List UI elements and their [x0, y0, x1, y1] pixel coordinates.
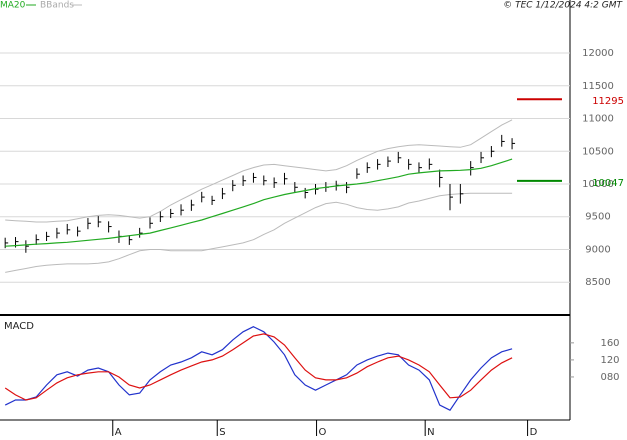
y-tick-label: 11500: [582, 81, 614, 92]
legend-label: BBands: [40, 1, 74, 11]
y-tick-label: 9500: [585, 212, 610, 223]
y-tick-label: 11000: [582, 114, 614, 125]
x-tick-label: N: [427, 427, 434, 438]
copyright: © TEC 1/12/2024 4:2 GMT: [503, 1, 623, 11]
y-tick-label: 10500: [582, 146, 614, 157]
bband-upper: [5, 119, 513, 223]
x-tick-label: O: [319, 427, 327, 438]
level-label: 11295: [592, 96, 624, 107]
x-tick-label: S: [219, 427, 225, 438]
y-tick-label: 12000: [582, 48, 614, 59]
bband-lower: [5, 192, 513, 273]
y-tick-label: 9000: [585, 244, 610, 255]
y-tick-label: 120: [600, 355, 619, 366]
ma-line: [5, 158, 513, 247]
x-tick-label: A: [115, 427, 122, 438]
legend-label: MA20: [0, 1, 26, 11]
level-label: 10047: [592, 178, 624, 189]
y-tick-label: 160: [600, 338, 619, 349]
macd-title: MACD: [4, 321, 34, 332]
macd-line: [4, 333, 513, 401]
y-tick-label: 8500: [585, 277, 610, 288]
x-tick-label: D: [530, 427, 538, 438]
y-tick-label: 080: [600, 372, 619, 383]
macd-line: [4, 326, 513, 411]
y-tick-label: 10000: [582, 179, 614, 190]
